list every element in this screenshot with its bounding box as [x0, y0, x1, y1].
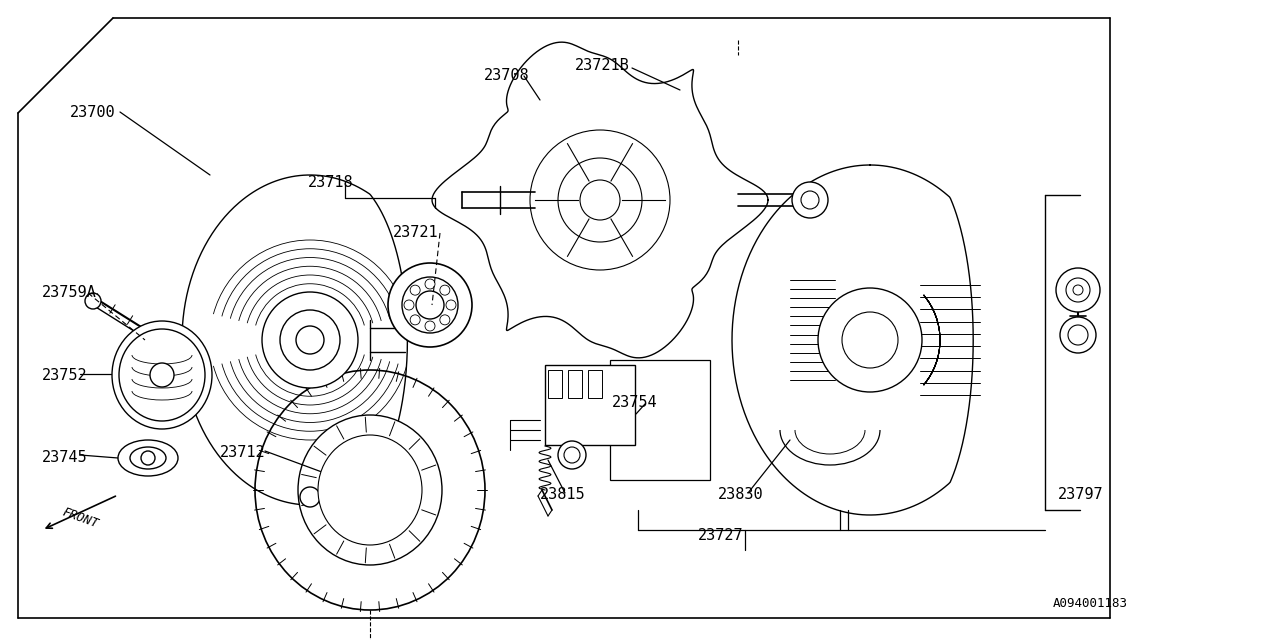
Circle shape	[425, 279, 435, 289]
Circle shape	[416, 291, 444, 319]
Text: 23797: 23797	[1059, 487, 1103, 502]
Circle shape	[1056, 268, 1100, 312]
Text: 23721B: 23721B	[575, 58, 630, 73]
Circle shape	[558, 441, 586, 469]
Circle shape	[84, 293, 101, 309]
Text: 23745: 23745	[42, 450, 87, 465]
Bar	[548, 370, 562, 398]
Text: 23708: 23708	[484, 68, 530, 83]
Text: FRONT: FRONT	[60, 506, 100, 531]
Circle shape	[296, 326, 324, 354]
Circle shape	[300, 487, 320, 507]
Circle shape	[388, 263, 472, 347]
Ellipse shape	[255, 370, 485, 610]
Circle shape	[402, 277, 458, 333]
Ellipse shape	[131, 447, 166, 469]
Text: 23718: 23718	[308, 175, 353, 190]
Circle shape	[1060, 317, 1096, 353]
Circle shape	[564, 447, 580, 463]
Circle shape	[801, 191, 819, 209]
Circle shape	[1068, 325, 1088, 345]
Circle shape	[410, 285, 420, 295]
Circle shape	[150, 363, 174, 387]
Circle shape	[404, 300, 413, 310]
Circle shape	[530, 130, 669, 270]
Text: 23759A: 23759A	[42, 285, 97, 300]
Text: 23721: 23721	[393, 225, 439, 240]
Polygon shape	[732, 165, 973, 515]
Circle shape	[580, 180, 620, 220]
Polygon shape	[182, 175, 407, 505]
Ellipse shape	[113, 321, 212, 429]
Circle shape	[792, 182, 828, 218]
Circle shape	[410, 315, 420, 325]
Text: 23700: 23700	[70, 105, 115, 120]
Bar	[588, 370, 602, 398]
Polygon shape	[259, 480, 362, 510]
Circle shape	[141, 451, 155, 465]
Text: 23727: 23727	[698, 528, 744, 543]
Circle shape	[1073, 285, 1083, 295]
Bar	[545, 365, 635, 445]
Circle shape	[445, 300, 456, 310]
Bar	[568, 370, 582, 398]
Circle shape	[842, 312, 899, 368]
Text: 23830: 23830	[718, 487, 764, 502]
Ellipse shape	[298, 415, 442, 565]
Circle shape	[558, 158, 643, 242]
Polygon shape	[433, 42, 768, 358]
Circle shape	[425, 321, 435, 331]
Circle shape	[440, 285, 449, 295]
Text: 23752: 23752	[42, 368, 87, 383]
Circle shape	[1066, 278, 1091, 302]
Text: 23712: 23712	[220, 445, 266, 460]
Text: 23815: 23815	[540, 487, 586, 502]
Text: A094001183: A094001183	[1053, 597, 1128, 610]
Circle shape	[280, 310, 340, 370]
Bar	[611, 360, 710, 480]
Ellipse shape	[118, 440, 178, 476]
Ellipse shape	[317, 435, 422, 545]
Circle shape	[818, 288, 922, 392]
Text: 23754: 23754	[612, 395, 658, 410]
Circle shape	[262, 292, 358, 388]
Circle shape	[440, 315, 449, 325]
